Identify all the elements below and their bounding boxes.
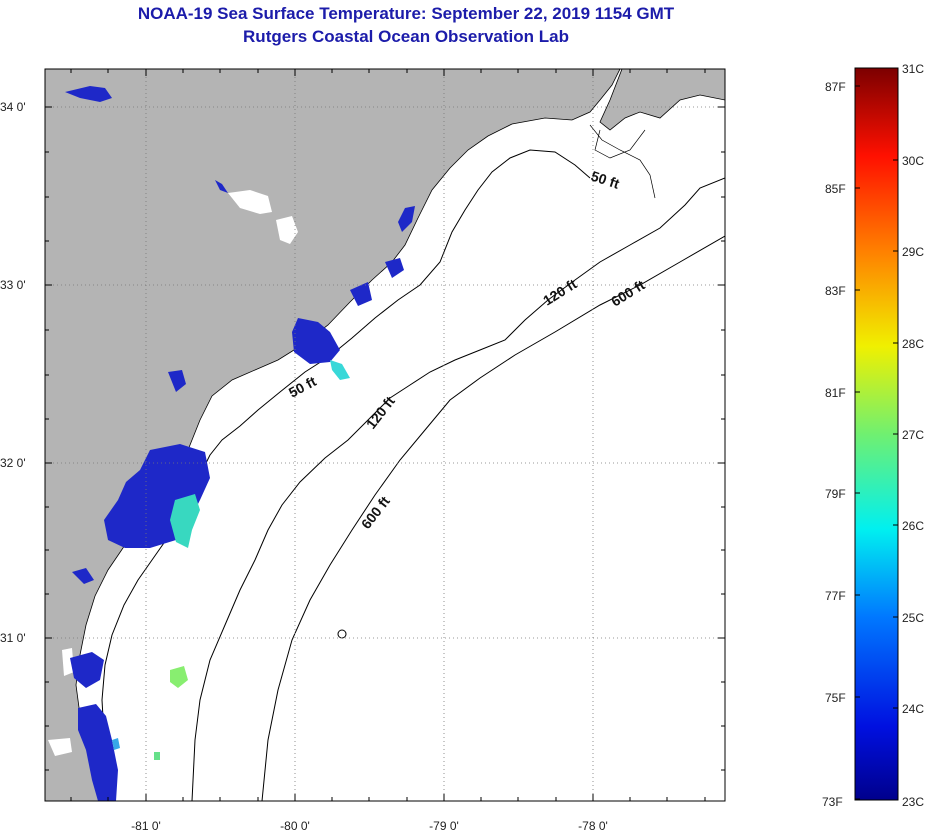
- map-title: NOAA-19 Sea Surface Temperature: Septemb…: [137, 4, 675, 23]
- cloud-patches: [48, 190, 298, 756]
- sst-mid-patches: [112, 360, 350, 760]
- celsius-label: 27C: [902, 428, 924, 442]
- fahrenheit-label: 79F: [825, 487, 846, 501]
- fahrenheit-label: 77F: [825, 589, 846, 603]
- coastline-detail: [589, 124, 656, 199]
- celsius-label: 25C: [902, 611, 924, 625]
- land-northeast: [599, 69, 725, 131]
- x-tick-label: -79 0': [429, 819, 459, 832]
- contour-120ft: [191, 177, 725, 801]
- celsius-label: 31C: [902, 62, 924, 76]
- x-tick-label: -78 0': [578, 819, 608, 832]
- celsius-label: 30C: [902, 154, 924, 168]
- fahrenheit-label: 73F: [822, 795, 843, 809]
- map-subtitle: Rutgers Coastal Ocean Observation Lab: [243, 27, 569, 46]
- fahrenheit-label: 75F: [825, 691, 846, 705]
- celsius-label: 29C: [902, 245, 924, 259]
- grid-lines: [45, 69, 725, 801]
- y-tick-label: 34 0': [0, 100, 26, 114]
- fahrenheit-label: 83F: [825, 284, 846, 298]
- colorbar-celsius-ticks: [893, 67, 898, 801]
- fahrenheit-label: 85F: [825, 182, 846, 196]
- y-tick-label: 32 0': [0, 456, 26, 470]
- celsius-label: 23C: [902, 795, 924, 809]
- y-tick-label: 31 0': [0, 631, 26, 645]
- colorbar-gradient: [854, 67, 899, 801]
- x-tick-label: -80 0': [280, 819, 310, 832]
- fahrenheit-label: 87F: [825, 80, 846, 94]
- y-tick-label: 33 0': [0, 278, 26, 292]
- celsius-label: 26C: [902, 519, 924, 533]
- colorbar-fahrenheit-ticks: [855, 85, 860, 800]
- celsius-label: 28C: [902, 337, 924, 351]
- map-frame: [44, 68, 726, 802]
- x-tick-label: -81 0': [131, 819, 161, 832]
- celsius-label: 24C: [902, 702, 924, 716]
- contour-50ft: [101, 149, 591, 801]
- fahrenheit-label: 81F: [825, 386, 846, 400]
- contour-600ft: [261, 235, 725, 801]
- tick-marks: [45, 69, 725, 801]
